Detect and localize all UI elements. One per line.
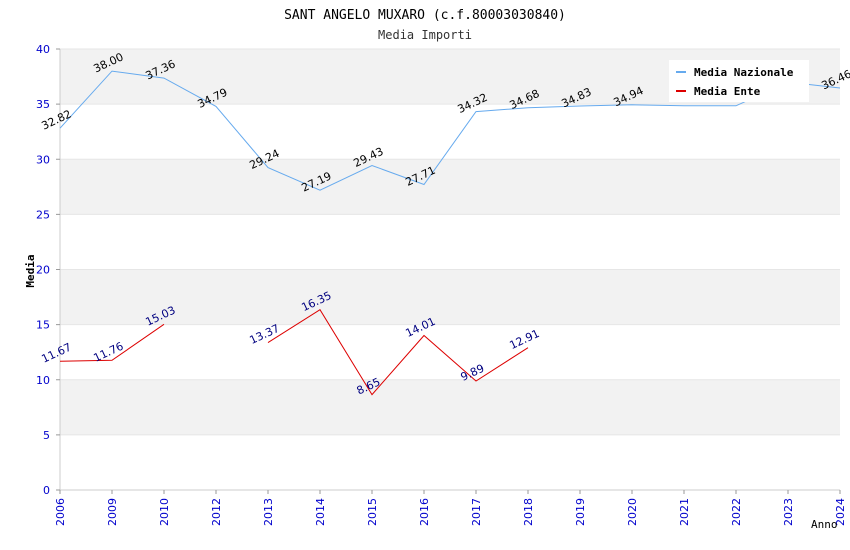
series-line-media-nazionale	[59, 70, 841, 191]
y-tick-label: 40	[36, 43, 50, 56]
x-tick-label: 2013	[262, 498, 275, 526]
x-tick-label: 2017	[470, 498, 483, 526]
y-tick-label: 30	[36, 153, 50, 166]
x-tick-label: 2010	[158, 498, 171, 526]
x-tick-label: 2016	[418, 498, 431, 526]
x-tick-label: 2020	[626, 498, 639, 526]
y-tick-label: 5	[43, 429, 50, 442]
x-tick-label: 2018	[522, 498, 535, 526]
x-tick-label: 2006	[54, 498, 67, 526]
legend: Media Nazionale Media Ente	[669, 60, 809, 102]
x-tick-label: 2021	[678, 498, 691, 526]
y-tick-label: 20	[36, 264, 50, 277]
series-lines	[59, 70, 841, 396]
x-tick-label: 2023	[782, 498, 795, 526]
grid-bands	[60, 48, 840, 491]
x-tick-label: 2022	[730, 498, 743, 526]
legend-label: Media Nazionale	[694, 66, 794, 79]
y-tick-label: 35	[36, 98, 50, 111]
legend-box	[669, 60, 809, 102]
series-line-media-ente	[267, 309, 529, 396]
x-axis: 2006 2009 2010 2012 2013 2014 2015 2016 2017 2018…	[54, 489, 847, 526]
x-tick-label: 2015	[366, 498, 379, 526]
legend-label: Media Ente	[694, 85, 761, 98]
x-tick-label: 2012	[210, 498, 223, 526]
chart-title: SANT ANGELO MUXARO (c.f.80003030840)	[284, 8, 566, 23]
grid-band	[60, 324, 840, 380]
x-tick-label: 2009	[106, 498, 119, 526]
y-axis-label: Media	[24, 254, 37, 287]
y-axis: 0 5 10 15 20 25 30 35 40	[36, 43, 61, 497]
y-tick-label: 10	[36, 374, 50, 387]
y-tick-label: 0	[43, 484, 50, 497]
grid-band	[60, 104, 840, 160]
x-tick-label: 2014	[314, 498, 327, 526]
y-tick-label: 25	[36, 208, 50, 221]
x-tick-label: 2019	[574, 498, 587, 526]
grid-band	[60, 434, 840, 490]
grid-band	[60, 269, 840, 325]
chart-subtitle: Media Importi	[378, 28, 472, 42]
y-tick-label: 15	[36, 319, 50, 332]
series-line-media-ente	[59, 323, 165, 362]
grid-band	[60, 214, 840, 270]
x-axis-label: Anno	[811, 518, 838, 531]
grid-band	[60, 379, 840, 435]
grid-band	[60, 159, 840, 215]
x-tick-label: 2024	[834, 498, 847, 526]
